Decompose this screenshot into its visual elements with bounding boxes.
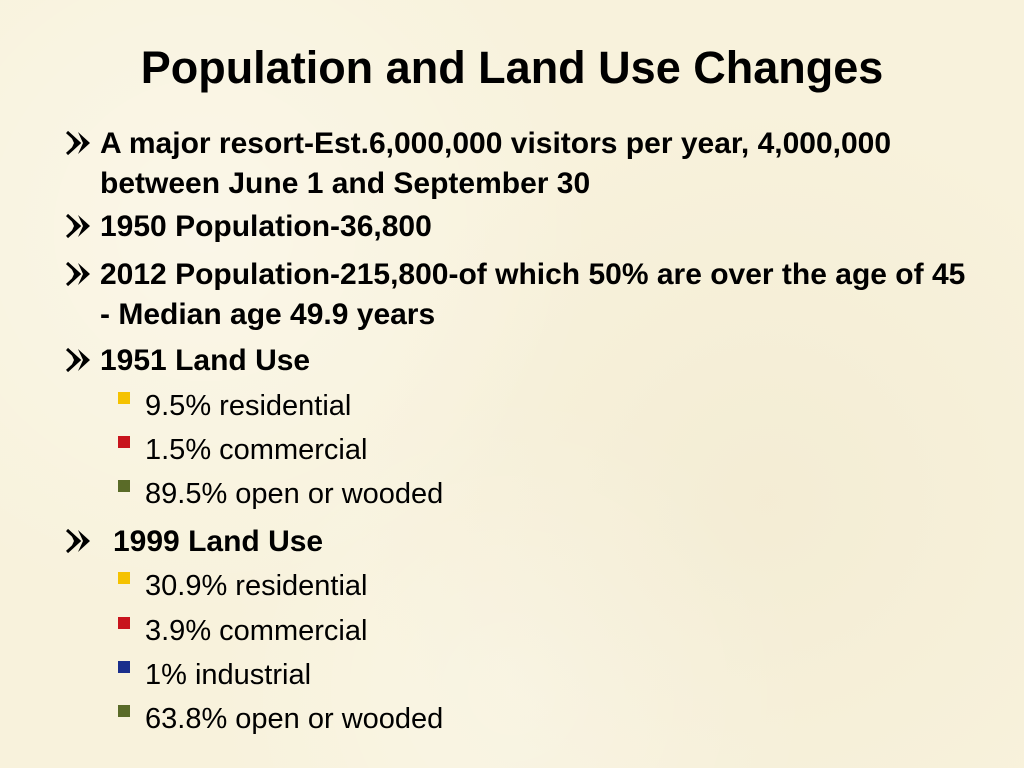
square-bullet-icon (118, 436, 130, 448)
list-item-text: 30.9% residential (145, 570, 368, 602)
square-bullet-icon (118, 661, 130, 673)
list-item-text: 9.5% residential (145, 390, 352, 422)
list-item: 9.5% residential (116, 388, 351, 424)
list-item-text: 1.5% commercial (145, 434, 368, 466)
bullet-land-use-1999: 1999 Land Use (66, 522, 976, 562)
list-item-text: 3.9% commercial (145, 615, 368, 647)
bullet-visitors: A major resort-Est.6,000,000 visitors pe… (66, 124, 976, 204)
list-item: 30.9% residential (116, 568, 367, 604)
arrow-icon (66, 213, 90, 239)
bullet-text: 2012 Population-215,800-of which 50% are… (100, 258, 966, 331)
square-bullet-icon (118, 572, 130, 584)
slide-title: Population and Land Use Changes (140, 42, 884, 93)
list-item: 63.8% open or wooded (116, 701, 443, 737)
list-item-text: 63.8% open or wooded (145, 703, 444, 735)
bullet-text: 1999 Land Use (113, 525, 324, 558)
square-bullet-icon (118, 705, 130, 717)
bullet-text: 1951 Land Use (100, 344, 311, 377)
list-item: 89.5% open or wooded (116, 476, 443, 512)
arrow-icon (66, 347, 90, 373)
bullet-population-1950: 1950 Population-36,800 (66, 207, 976, 247)
bullet-land-use-1951: 1951 Land Use (66, 341, 976, 381)
square-bullet-icon (118, 480, 130, 492)
arrow-icon (66, 261, 90, 287)
list-item-text: 1% industrial (145, 659, 312, 691)
square-bullet-icon (118, 392, 130, 404)
list-item: 1% industrial (116, 657, 311, 693)
bullet-text: A major resort-Est.6,000,000 visitors pe… (100, 127, 892, 200)
bullet-population-2012: 2012 Population-215,800-of which 50% are… (66, 255, 976, 335)
list-item: 1.5% commercial (116, 432, 367, 468)
arrow-icon (66, 528, 90, 554)
bullet-text: 1950 Population-36,800 (100, 210, 432, 243)
arrow-icon (66, 130, 90, 156)
list-item: 3.9% commercial (116, 613, 367, 649)
list-item-text: 89.5% open or wooded (145, 478, 444, 510)
square-bullet-icon (118, 617, 130, 629)
